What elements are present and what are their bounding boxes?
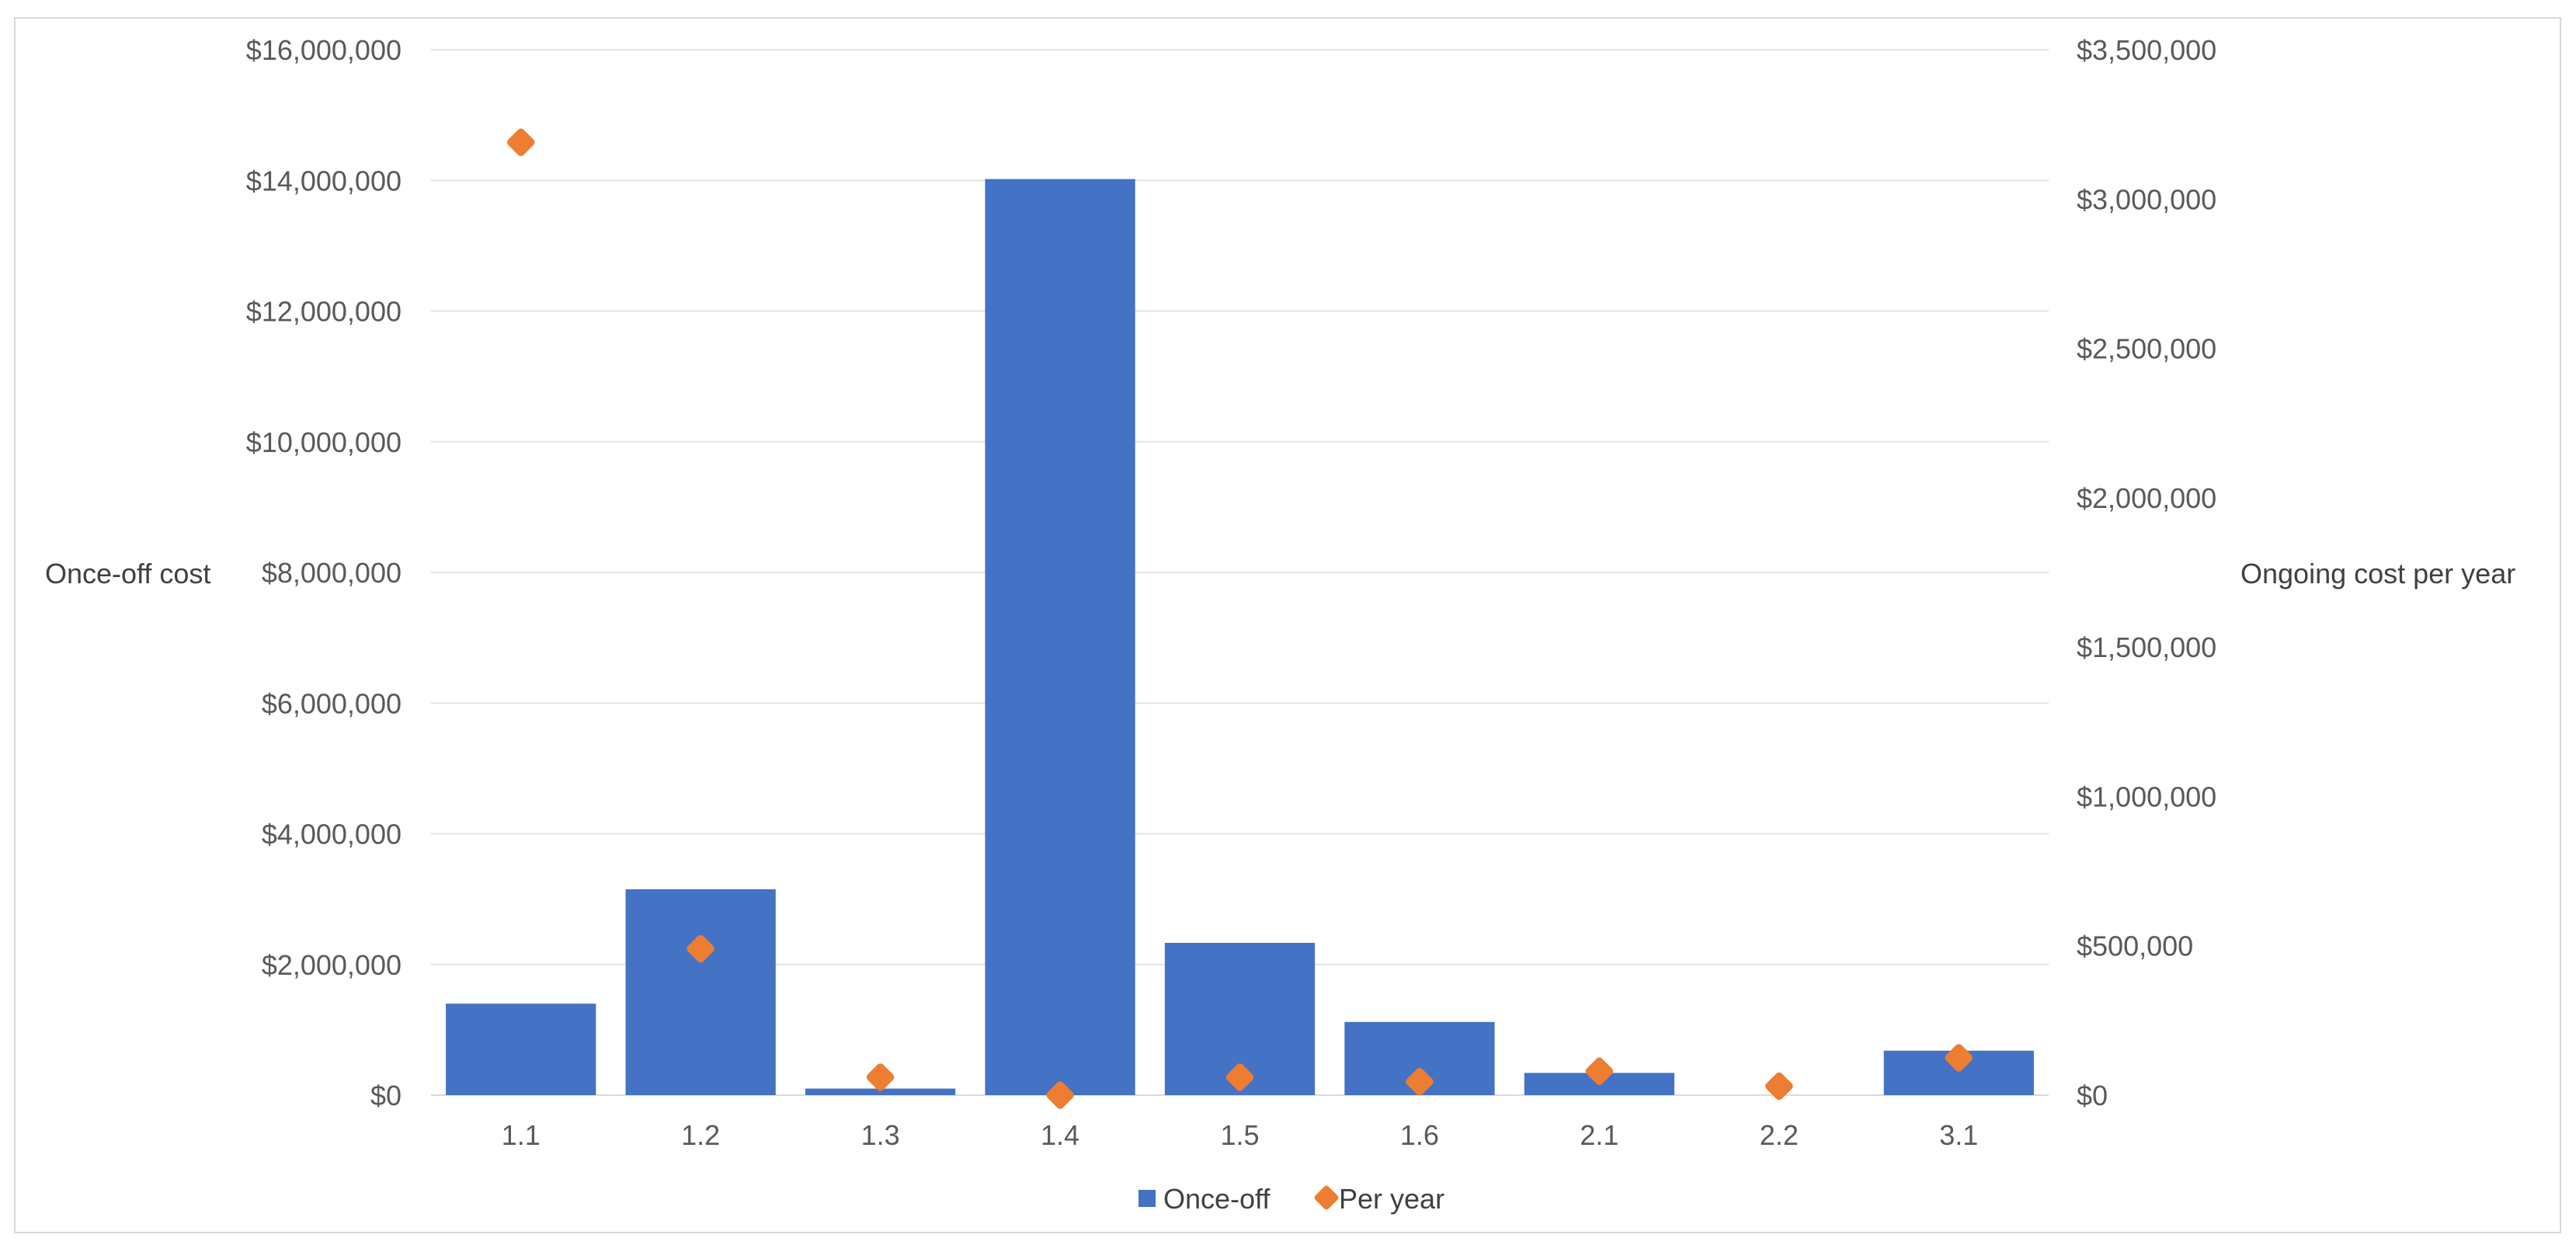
left-axis-title: Once-off cost [45, 558, 210, 589]
x-tick-label: 1.3 [861, 1119, 900, 1151]
bar-once-off [625, 889, 776, 1095]
chart-frame: $0 $2,000,000 $4,000,000 $6,000,000 $8,000,0… [14, 17, 2561, 1233]
point-per-year [866, 1063, 895, 1091]
x-tick-label: 1.2 [681, 1119, 720, 1151]
point-per-year [1765, 1072, 1793, 1101]
x-axis-ticks: 1.1 1.2 1.3 1.4 1.5 1.6 2.1 2.2 3.1 [502, 1119, 1979, 1151]
left-tick-label: $2,000,000 [262, 949, 402, 981]
legend-label-once-off: Once-off [1163, 1183, 1271, 1215]
bar-once-off [446, 1003, 596, 1095]
right-tick-label: $3,500,000 [2077, 34, 2216, 66]
left-tick-label: $10,000,000 [246, 426, 402, 458]
x-tick-label: 3.1 [1939, 1119, 1978, 1151]
right-tick-label: $2,500,000 [2077, 333, 2216, 365]
x-tick-label: 1.1 [502, 1119, 541, 1151]
bar-once-off [985, 179, 1135, 1095]
left-tick-label: $14,000,000 [246, 165, 402, 196]
right-tick-label: $0 [2077, 1080, 2108, 1111]
bar-once-off [805, 1088, 956, 1095]
legend-swatch-per-year [1314, 1185, 1339, 1210]
per-year-points [506, 128, 1973, 1109]
left-tick-label: $8,000,000 [262, 557, 402, 589]
x-tick-label: 1.5 [1220, 1119, 1259, 1151]
legend-label-per-year: Per year [1339, 1183, 1444, 1215]
legend-swatch-once-off [1139, 1190, 1156, 1207]
left-tick-label: $4,000,000 [262, 819, 402, 850]
right-axis-ticks: $0 $500,000 $1,000,000 $1,500,000 $2,000,000… [2077, 34, 2216, 1111]
left-tick-label: $0 [370, 1080, 402, 1111]
x-tick-label: 1.4 [1041, 1119, 1079, 1151]
left-tick-label: $12,000,000 [246, 296, 402, 328]
point-per-year [1046, 1081, 1074, 1109]
right-tick-label: $3,000,000 [2077, 183, 2216, 215]
point-per-year [1585, 1057, 1614, 1085]
once-off-bars [446, 179, 2034, 1095]
right-axis-title: Ongoing cost per year [2241, 558, 2515, 589]
legend: Once-off Per year [1139, 1183, 1444, 1215]
left-axis-ticks: $0 $2,000,000 $4,000,000 $6,000,000 $8,000,0… [246, 34, 402, 1111]
combo-chart: $0 $2,000,000 $4,000,000 $6,000,000 $8,000,0… [45, 34, 2515, 1215]
left-tick-label: $16,000,000 [246, 34, 402, 66]
point-per-year [1945, 1044, 1973, 1072]
right-tick-label: $2,000,000 [2077, 482, 2216, 514]
point-per-year [1406, 1067, 1434, 1096]
x-tick-label: 2.2 [1760, 1119, 1799, 1151]
x-tick-label: 1.6 [1400, 1119, 1439, 1151]
point-per-year [1225, 1063, 1254, 1091]
point-per-year [687, 934, 714, 963]
right-tick-label: $1,500,000 [2077, 631, 2216, 663]
x-tick-label: 2.1 [1580, 1119, 1618, 1151]
left-tick-label: $6,000,000 [262, 687, 402, 719]
right-tick-label: $1,000,000 [2077, 781, 2216, 812]
right-tick-label: $500,000 [2077, 930, 2193, 962]
point-per-year [506, 128, 535, 156]
